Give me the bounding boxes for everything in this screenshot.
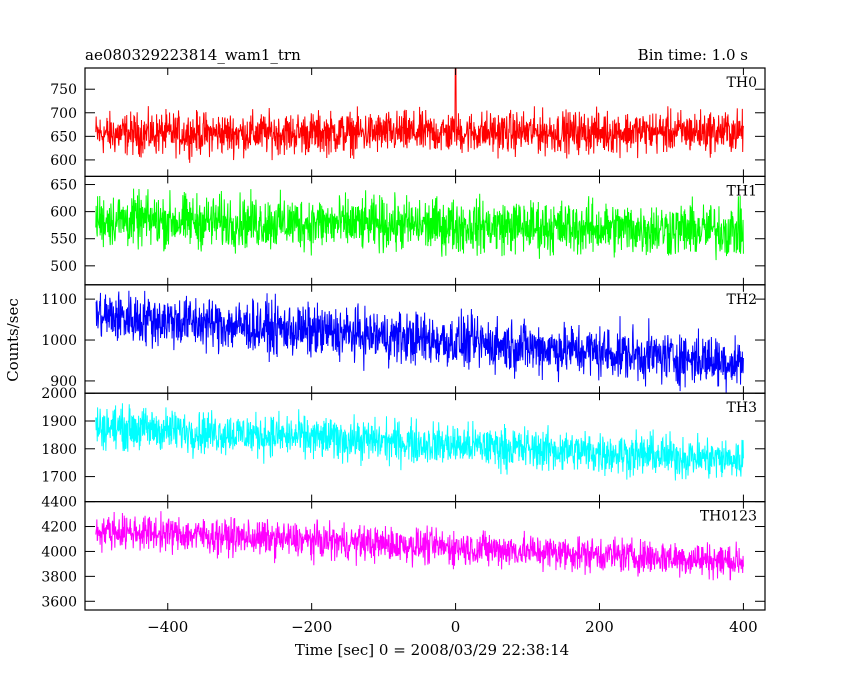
y-tick-label: 600 bbox=[50, 153, 77, 169]
y-tick-label: 1900 bbox=[41, 414, 77, 430]
y-tick-label: 650 bbox=[50, 129, 77, 145]
series-line-th0123 bbox=[95, 511, 744, 581]
bin-time-label: Bin time: 1.0 s bbox=[638, 46, 748, 64]
y-tick-label: 500 bbox=[50, 259, 77, 275]
panel-th3: 1700 1800 1900 2000 TH3 bbox=[41, 386, 766, 503]
x-axis-label: Time [sec] 0 = 2008/03/29 22:38:14 bbox=[295, 641, 569, 659]
panel-th0: 600 650 700 750 TH0 bbox=[50, 67, 766, 178]
y-tick-label: 1700 bbox=[41, 470, 77, 486]
panel-th1: 500 550 600 650 TH1 bbox=[50, 175, 766, 286]
x-tick-label: 0 bbox=[451, 618, 461, 636]
series-line-th3 bbox=[95, 403, 744, 481]
chart-title: ae080329223814_wam1_trn bbox=[85, 46, 301, 64]
y-tick-label: 650 bbox=[50, 178, 77, 194]
series-line-th0 bbox=[95, 67, 744, 163]
x-axis: −400 −200 0 200 400 bbox=[147, 618, 758, 636]
panel-frame bbox=[84, 501, 766, 611]
y-tick-label: 1000 bbox=[41, 333, 77, 349]
panel-label: TH0 bbox=[727, 75, 757, 91]
x-tick-label: −200 bbox=[291, 618, 332, 636]
series-line-th1 bbox=[95, 188, 744, 261]
y-tick-label: 4400 bbox=[41, 495, 77, 511]
y-tick-label: 750 bbox=[50, 82, 77, 98]
panel-label: TH2 bbox=[727, 292, 757, 308]
x-tick-label: 400 bbox=[729, 618, 758, 636]
y-tick-label: 1100 bbox=[41, 292, 77, 308]
y-tick-label: 550 bbox=[50, 232, 77, 248]
y-tick-label: 600 bbox=[50, 205, 77, 221]
y-tick-label: 1800 bbox=[41, 442, 77, 458]
panel-label: TH0123 bbox=[700, 509, 757, 525]
y-axis-label: Counts/sec bbox=[4, 298, 22, 382]
y-tick-label: 900 bbox=[50, 374, 77, 390]
panel-label: TH3 bbox=[727, 400, 757, 416]
panels-group: 600 650 700 750 TH0 500 550 600 650 TH1 900 1000 110… bbox=[41, 67, 766, 611]
y-tick-label: 4200 bbox=[41, 520, 77, 536]
x-tick-label: 200 bbox=[585, 618, 614, 636]
y-tick-label: 700 bbox=[50, 106, 77, 122]
x-tick-label: −400 bbox=[147, 618, 188, 636]
y-tick-label: 3800 bbox=[41, 569, 77, 585]
panel-th2: 900 1000 1100 TH2 bbox=[41, 284, 766, 394]
y-tick-label: 2000 bbox=[41, 386, 77, 402]
y-tick-label: 4000 bbox=[41, 544, 77, 560]
panel-label: TH1 bbox=[727, 183, 757, 199]
y-tick-label: 3600 bbox=[41, 594, 77, 610]
series-line-th2 bbox=[95, 290, 744, 394]
panel-th0123: 3600 3800 4000 4200 4400 TH0123 bbox=[41, 495, 766, 611]
